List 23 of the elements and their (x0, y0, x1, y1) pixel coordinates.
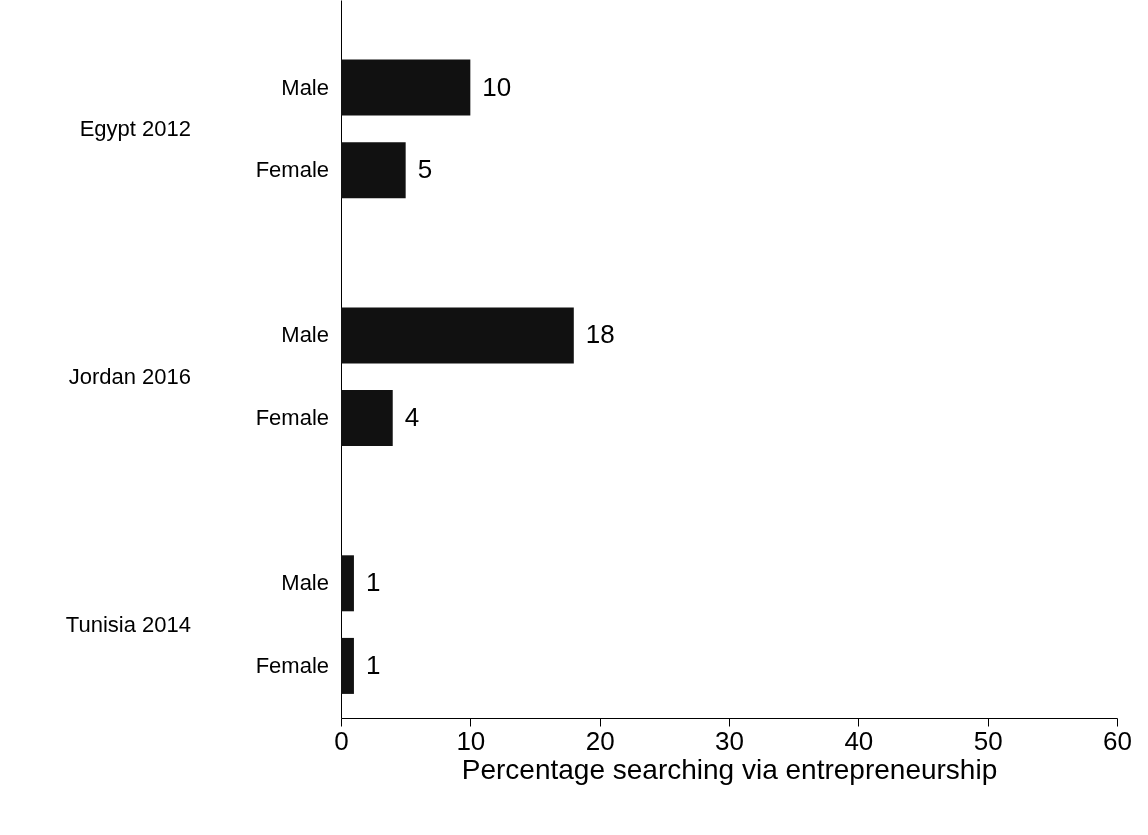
data-label: 1 (365, 649, 381, 680)
text: Jordan 2016 (68, 363, 191, 389)
x-tick-label: 30 (715, 725, 744, 756)
y-tick-label: Male (281, 74, 329, 100)
y-tick-label: Female (255, 405, 329, 431)
x-tick-label: 60 (1103, 725, 1132, 756)
data-label: 5 (417, 154, 433, 185)
x-tick-label: 50 (973, 725, 1003, 756)
data-label: 1 (365, 567, 381, 598)
data-label: 4 (404, 402, 420, 433)
y-tick-label: Female (255, 652, 329, 678)
y-tick-label: Male (281, 322, 329, 348)
x-tick-label: 0 (334, 725, 349, 756)
x-tick-label: 40 (844, 725, 874, 756)
y-tick-label: Female (255, 157, 329, 183)
x-axis-title: Percentage searching via entrepreneurship (461, 753, 998, 785)
y-tick-label: Male (281, 570, 329, 596)
data-label: 10 (482, 71, 512, 102)
text: Tunisia 2014 (65, 611, 191, 637)
data-label: 18 (585, 319, 615, 350)
x-tick-label: 10 (456, 725, 486, 756)
x-tick-label: 20 (585, 725, 615, 756)
text: Egypt 2012 (79, 115, 191, 141)
